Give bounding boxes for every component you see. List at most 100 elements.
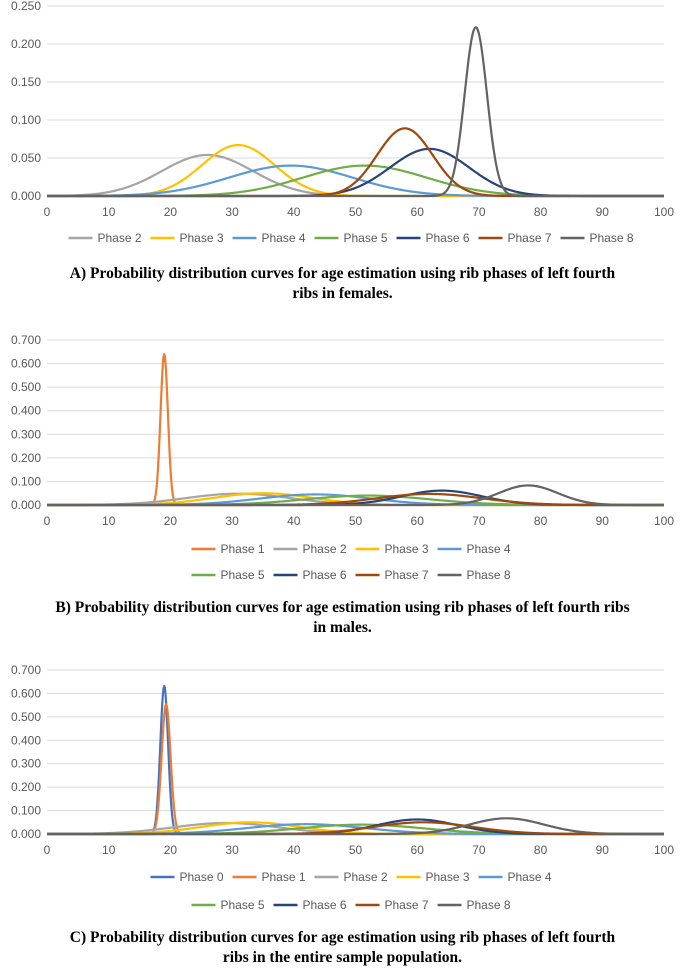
y-tick-label: 0.100 xyxy=(11,804,41,818)
y-tick-label: 0.600 xyxy=(11,357,41,371)
x-tick-label: 70 xyxy=(472,205,486,219)
legend-label: Phase 5 xyxy=(221,568,265,582)
legend-label: Phase 0 xyxy=(180,870,224,884)
caption-b: B) Probability distribution curves for a… xyxy=(0,598,685,638)
caption-c-line-2: ribs in the entire sample population. xyxy=(222,949,463,966)
x-tick-label: 0 xyxy=(44,514,51,528)
x-tick-label: 40 xyxy=(287,205,301,219)
x-tick-label: 10 xyxy=(102,843,116,857)
x-tick-label: 80 xyxy=(534,843,548,857)
legend-label: Phase 7 xyxy=(508,231,552,245)
y-tick-label: 0.050 xyxy=(11,151,41,165)
x-tick-label: 60 xyxy=(411,205,425,219)
x-tick-label: 30 xyxy=(225,843,239,857)
y-tick-label: 0.400 xyxy=(11,404,41,418)
y-tick-label: 0.150 xyxy=(11,75,41,89)
legend-label: Phase 6 xyxy=(303,898,347,912)
caption-b-line-2: in males. xyxy=(313,619,372,636)
caption-c: C) Probability distribution curves for a… xyxy=(0,928,685,968)
x-tick-label: 90 xyxy=(596,843,610,857)
legend-label: Phase 2 xyxy=(344,870,388,884)
x-tick-label: 100 xyxy=(654,205,674,219)
x-tick-label: 60 xyxy=(411,843,425,857)
y-tick-label: 0.600 xyxy=(11,686,41,700)
legend-label: Phase 3 xyxy=(180,231,224,245)
x-tick-label: 0 xyxy=(44,843,51,857)
series-line-phase-0 xyxy=(46,684,665,836)
y-tick-label: 0.700 xyxy=(11,663,41,677)
legend-label: Phase 5 xyxy=(221,898,265,912)
series-line-phase-2 xyxy=(46,153,665,198)
y-tick-label: 0.200 xyxy=(11,780,41,794)
x-tick-label: 100 xyxy=(654,843,674,857)
caption-a-line-1: A) Probability distribution curves for a… xyxy=(69,265,616,282)
x-tick-label: 50 xyxy=(349,205,363,219)
chart-c-entire-sample: 0.000 0.100 0.200 0.300 0.400 0.500 0.600 0.700… xyxy=(11,663,674,912)
x-tick-label: 40 xyxy=(287,843,301,857)
x-tick-label: 80 xyxy=(534,514,548,528)
x-tick-label: 40 xyxy=(287,514,301,528)
legend-label: Phase 1 xyxy=(262,870,306,884)
legend-label: Phase 8 xyxy=(467,898,511,912)
legend-label: Phase 8 xyxy=(467,568,511,582)
chart-a-females: 0.000 0.050 0.100 0.150 0.200 0.250 0 10 20 30 40 5… xyxy=(11,0,674,245)
legend-label: Phase 7 xyxy=(385,898,429,912)
x-tick-label: 60 xyxy=(411,514,425,528)
legend-label: Phase 4 xyxy=(508,870,552,884)
y-tick-label: 0.300 xyxy=(11,757,41,771)
y-tick-label: 0.200 xyxy=(11,37,41,51)
series-line-phase-7 xyxy=(46,127,665,198)
y-tick-label: 0.500 xyxy=(11,710,41,724)
y-tick-label: 0.000 xyxy=(11,827,41,841)
series-line-phase-1 xyxy=(46,353,665,507)
series-line-phase-6 xyxy=(46,147,665,198)
y-tick-label: 0.100 xyxy=(11,474,41,488)
legend-label: Phase 5 xyxy=(344,231,388,245)
y-tick-label: 0.200 xyxy=(11,451,41,465)
legend-label: Phase 1 xyxy=(221,542,265,556)
series-line-phase-8 xyxy=(46,26,665,198)
caption-a-line-2: ribs in females. xyxy=(292,285,393,302)
legend-label: Phase 2 xyxy=(303,542,347,556)
x-tick-label: 90 xyxy=(596,514,610,528)
series-line-phase-8 xyxy=(46,484,665,507)
legend-label: Phase 8 xyxy=(590,231,634,245)
x-tick-label: 0 xyxy=(44,205,51,219)
caption-c-line-1: C) Probability distribution curves for a… xyxy=(69,929,616,946)
legend-label: Phase 4 xyxy=(262,231,306,245)
y-tick-label: 0.000 xyxy=(11,498,41,512)
y-tick-label: 0.500 xyxy=(11,380,41,394)
y-tick-label: 0.400 xyxy=(11,733,41,747)
x-tick-label: 30 xyxy=(225,514,239,528)
x-tick-label: 10 xyxy=(102,205,116,219)
y-tick-label: 0.250 xyxy=(11,0,41,13)
legend-label: Phase 4 xyxy=(467,542,511,556)
x-tick-label: 50 xyxy=(349,514,363,528)
y-tick-label: 0.000 xyxy=(11,189,41,203)
legend-label: Phase 3 xyxy=(426,870,470,884)
y-tick-label: 0.100 xyxy=(11,113,41,127)
legend-label: Phase 6 xyxy=(303,568,347,582)
x-tick-label: 20 xyxy=(164,843,178,857)
caption-a: A) Probability distribution curves for a… xyxy=(0,264,685,304)
x-tick-label: 70 xyxy=(472,843,486,857)
x-tick-label: 100 xyxy=(654,514,674,528)
y-tick-label: 0.700 xyxy=(11,333,41,347)
series-line-phase-8 xyxy=(46,817,665,836)
x-tick-label: 20 xyxy=(164,205,178,219)
x-tick-label: 10 xyxy=(102,514,116,528)
y-tick-label: 0.300 xyxy=(11,427,41,441)
x-tick-label: 30 xyxy=(225,205,239,219)
legend-label: Phase 2 xyxy=(98,231,142,245)
x-tick-label: 20 xyxy=(164,514,178,528)
caption-b-line-1: B) Probability distribution curves for a… xyxy=(55,599,630,616)
series-line-phase-1 xyxy=(46,703,665,836)
x-tick-label: 50 xyxy=(349,843,363,857)
legend-label: Phase 6 xyxy=(426,231,470,245)
chart-b-males: 0.000 0.100 0.200 0.300 0.400 0.500 0.600 0.700… xyxy=(11,333,674,582)
legend-label: Phase 3 xyxy=(385,542,429,556)
x-tick-label: 90 xyxy=(596,205,610,219)
x-tick-label: 80 xyxy=(534,205,548,219)
legend-label: Phase 7 xyxy=(385,568,429,582)
x-tick-label: 70 xyxy=(472,514,486,528)
